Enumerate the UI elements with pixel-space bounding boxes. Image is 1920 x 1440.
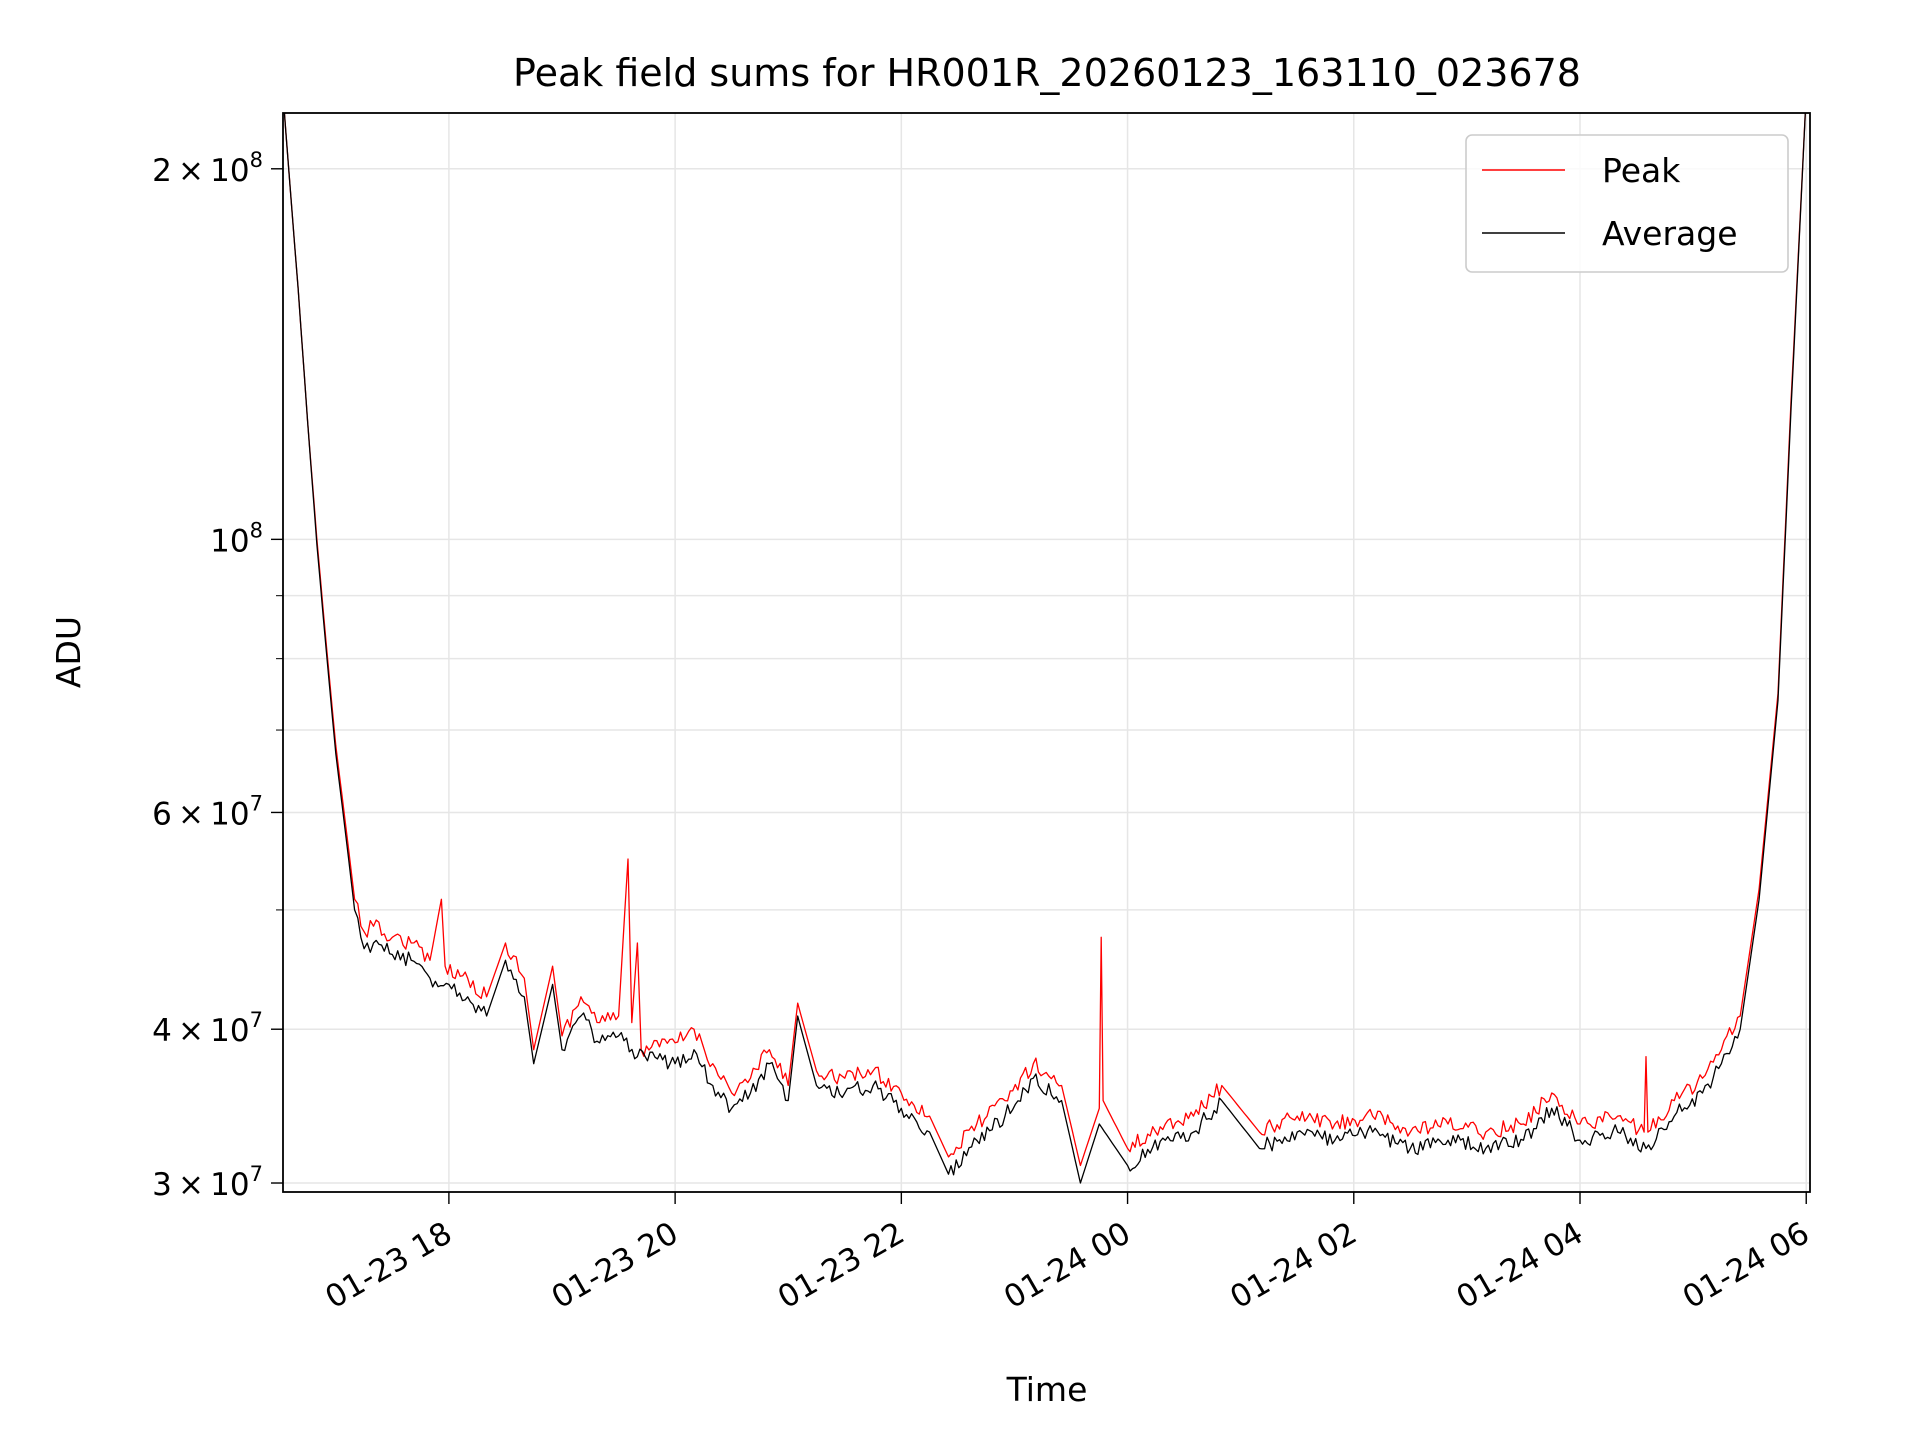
y-tick-label-3: 108 (210, 518, 263, 559)
y-tick-label-1: 4 × 107 (152, 1008, 263, 1049)
y-axis: 3 × 107 4 × 107 6 × 107 108 2 × 108 (152, 148, 283, 1203)
y-tick-label-0: 3 × 107 (152, 1162, 263, 1203)
chart-title: Peak field sums for HR001R_20260123_1631… (513, 51, 1581, 95)
x-axis-label: Time (1006, 1370, 1088, 1409)
legend-label-peak: Peak (1602, 151, 1681, 190)
series-line-peak (283, 113, 1806, 1167)
legend: Peak Average (1465, 134, 1789, 273)
legend-label-average: Average (1602, 214, 1738, 253)
grid (283, 113, 1810, 1192)
axes-frame (282, 112, 1811, 1193)
series-line-average (283, 113, 1806, 1184)
series-layer (283, 113, 1806, 1184)
y-axis-label: ADU (49, 616, 88, 688)
y-tick-label-2: 6 × 107 (152, 791, 263, 832)
y-tick-label-4: 2 × 108 (152, 148, 263, 189)
